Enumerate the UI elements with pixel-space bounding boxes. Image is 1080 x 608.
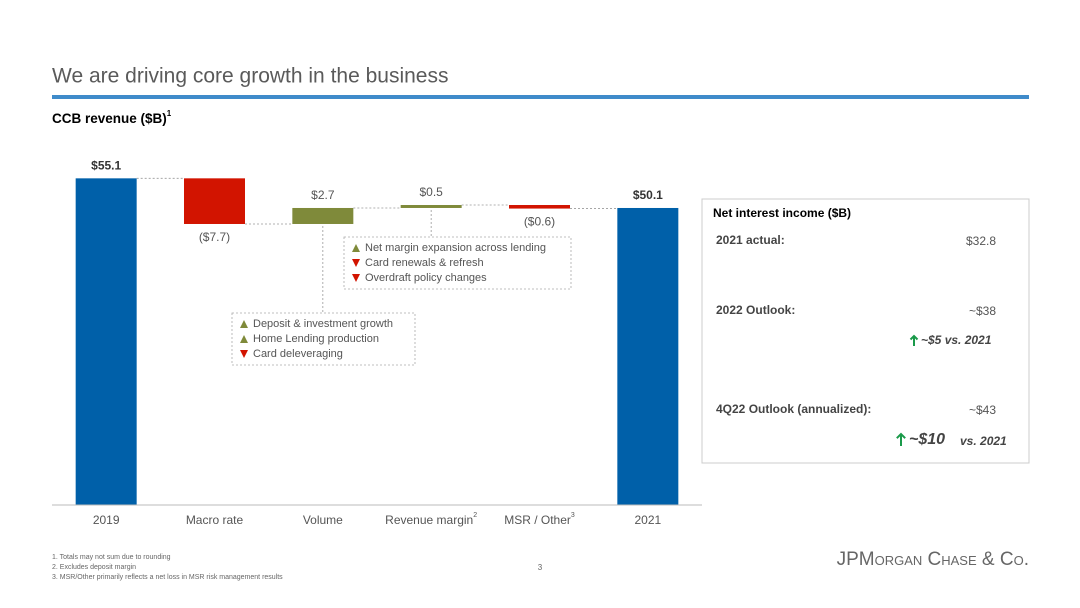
x-tick-label: 2019 [93,513,120,527]
callout-box [231,312,416,366]
footnote-ref: 2 [473,512,477,519]
x-tick-label: Macro rate [186,513,244,527]
bar [509,205,570,209]
row-value: ~$43 [969,403,996,417]
bar [400,205,462,208]
bar [617,207,679,505]
row-label: 4Q22 Outlook (annualized): [716,402,871,416]
callout-item: Net margin expansion across lending [365,242,546,254]
value-label: $2.7 [311,188,335,202]
down-triangle [352,259,360,267]
value-label: $55.1 [91,159,121,173]
title: We are driving core growth in the busine… [52,65,448,88]
logo: JPMorgan Chase & Co. [837,549,1029,570]
row-change: ~$5 vs. 2021 [921,333,992,347]
footnote-ref: 1 [167,109,172,118]
callout-item: Overdraft policy changes [365,272,487,284]
page-number: 3 [538,563,543,572]
callout-item: Deposit & investment growth [253,318,393,330]
row-change: ~$10 [909,431,945,448]
up-triangle [240,320,248,328]
row-value: $32.8 [966,234,996,248]
row-label: 2022 Outlook: [716,303,795,317]
subtitle-text: CCB revenue ($B) [52,111,167,126]
footnote: 3. MSR/Other primarily reflects a net lo… [52,574,283,581]
subtitle: CCB revenue ($B)1 [52,109,172,125]
x-tick-label: MSR / Other3 [504,512,575,527]
footnote: 2. Excludes deposit margin [52,564,136,571]
bar [292,207,354,224]
category: MSR / Other [504,513,571,527]
callout-item: Card deleveraging [253,348,343,360]
down-triangle [352,274,360,282]
category: 2021 [634,513,661,527]
up-arrow [896,432,906,446]
panel-box [701,198,1030,464]
row-change-suffix: vs. 2021 [960,434,1007,448]
bar [184,178,245,224]
value-label: $0.5 [419,185,443,199]
up-triangle [240,335,248,343]
row-label: 2021 actual: [716,233,785,247]
footnote: 1. Totals may not sum due to rounding [52,554,171,561]
category: 2019 [93,513,120,527]
footnote-ref: 3 [571,512,575,519]
category: Volume [303,513,343,527]
title-rule [52,95,1029,99]
panel-title: Net interest income ($B) [713,206,851,220]
x-tick-label: Volume [303,513,343,527]
value-label: $50.1 [633,188,663,202]
value-label: ($0.6) [524,215,555,229]
x-tick-label: 2021 [634,513,661,527]
x-tick-label: Revenue margin2 [385,512,477,527]
bar [75,178,137,506]
category: Revenue margin [385,513,473,527]
callout-item: Card renewals & refresh [365,257,484,269]
up-arrow [909,334,919,346]
row-value: ~$38 [969,304,996,318]
down-triangle [240,350,248,358]
callout-item: Home Lending production [253,333,379,345]
value-label: ($7.7) [199,230,230,244]
up-triangle [352,244,360,252]
category: Macro rate [186,513,244,527]
callout-box [343,236,572,290]
